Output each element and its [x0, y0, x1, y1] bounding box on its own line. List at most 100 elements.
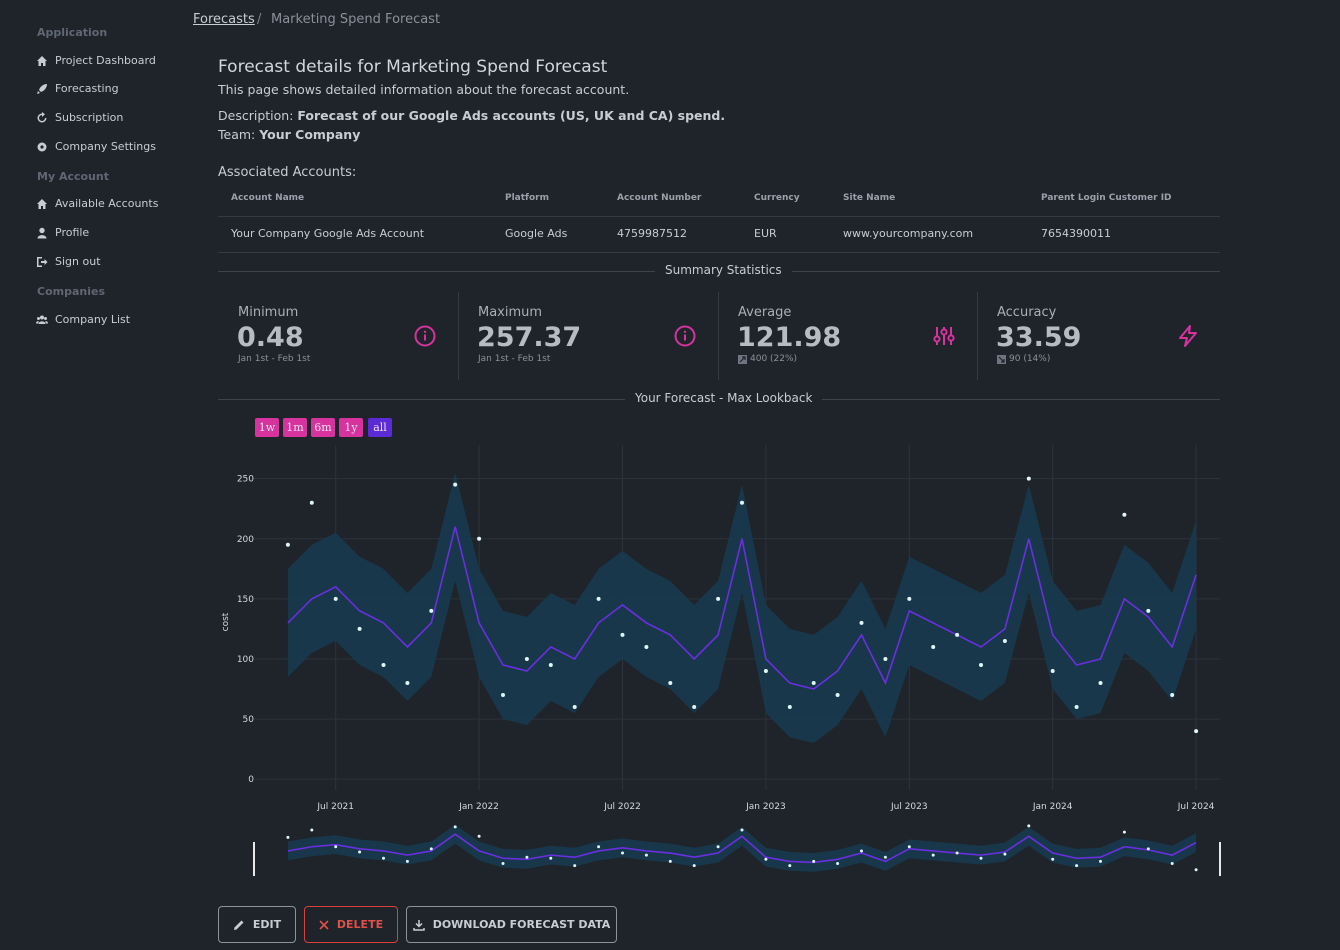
- description-label: Description:: [218, 108, 294, 123]
- actual-point: [1002, 638, 1007, 643]
- nav-text[interactable]: Subscription: [55, 111, 124, 124]
- info-icon: [674, 325, 696, 347]
- range-handle: [253, 842, 255, 876]
- download-icon: [412, 919, 425, 931]
- nav-text[interactable]: Project Dashboard: [55, 54, 156, 67]
- x-tick-label: Jan 2023: [745, 802, 786, 812]
- breadcrumb-separator: /: [257, 12, 262, 27]
- nav-item[interactable]: Company Settings: [36, 140, 156, 153]
- x-tick-label: Jul 2021: [316, 802, 354, 812]
- forecast-line: [287, 526, 1197, 690]
- download-button[interactable]: DOWNLOAD FORECAST DATA: [406, 906, 617, 943]
- nav-item[interactable]: Subscription: [36, 111, 123, 124]
- actual-point: [1122, 830, 1126, 834]
- nav-text[interactable]: Company Settings: [55, 140, 156, 153]
- stat-label: Minimum: [238, 305, 299, 320]
- actual-point: [740, 500, 744, 505]
- nav-item[interactable]: Sign out: [36, 255, 101, 268]
- actual-point: [1194, 729, 1199, 734]
- range-button[interactable]: 1m: [283, 418, 307, 437]
- actual-point: [357, 626, 362, 631]
- y-tick-label: 50: [243, 715, 255, 725]
- range-button[interactable]: 1y: [339, 418, 363, 437]
- sliders-icon: [933, 327, 955, 345]
- actual-point: [501, 861, 505, 865]
- forecast-line: [287, 833, 1197, 864]
- nav-text[interactable]: Profile: [55, 226, 90, 239]
- nav-item[interactable]: Project Dashboard: [36, 54, 156, 67]
- actual-point: [931, 853, 935, 857]
- card-divider: [458, 292, 459, 380]
- actual-point: [716, 596, 721, 601]
- actual-point: [333, 596, 338, 601]
- actual-point: [883, 656, 888, 661]
- actual-point: [1098, 681, 1103, 686]
- actual-point: [644, 853, 648, 857]
- actual-point: [573, 864, 577, 868]
- breadcrumb-current: Marketing Spend Forecast: [271, 12, 441, 27]
- range-button[interactable]: 6m: [311, 418, 335, 437]
- table-cell: www.yourcompany.com: [843, 227, 974, 240]
- delete-button[interactable]: DELETE: [304, 906, 398, 943]
- actual-point: [644, 644, 649, 649]
- button-text[interactable]: DELETE: [336, 918, 384, 931]
- actual-point: [1146, 847, 1150, 851]
- x-tick-label: Jul 2022: [603, 802, 641, 812]
- stat-label: Maximum: [478, 305, 543, 320]
- actual-point: [1170, 861, 1174, 865]
- stat-note-text: 400 (22%): [750, 354, 798, 364]
- y-axis-label: cost: [221, 612, 231, 631]
- table-header: Currency: [754, 193, 800, 203]
- table-cell: 4759987512: [617, 227, 687, 240]
- actual-point: [811, 681, 816, 686]
- actual-point: [883, 855, 887, 859]
- nav-text[interactable]: Forecasting: [55, 82, 119, 95]
- actual-point: [692, 864, 696, 868]
- range-button[interactable]: 1w: [255, 418, 279, 437]
- range-button[interactable]: all: [368, 418, 392, 437]
- table-header: Site Name: [843, 193, 896, 203]
- actual-point: [787, 705, 792, 710]
- button-text[interactable]: EDIT: [252, 918, 282, 931]
- team: Team: Your Company: [218, 127, 360, 142]
- actual-point: [835, 693, 840, 698]
- nav-item[interactable]: Company List: [36, 313, 130, 326]
- actual-point: [405, 859, 409, 863]
- nav-text[interactable]: Company List: [55, 313, 131, 326]
- section-title: Summary Statistics: [655, 263, 792, 277]
- edit-button[interactable]: EDIT: [218, 906, 296, 943]
- table-header: Parent Login Customer ID: [1041, 193, 1172, 203]
- delete-icon: [319, 919, 329, 930]
- card-divider: [718, 292, 719, 380]
- actual-point: [525, 855, 529, 859]
- nav-section: Application: [37, 26, 108, 39]
- actual-point: [286, 835, 290, 839]
- actual-point: [620, 632, 625, 637]
- button-text[interactable]: DOWNLOAD FORECAST DATA: [432, 918, 611, 931]
- actual-point: [597, 845, 601, 849]
- y-tick-label: 200: [237, 535, 254, 545]
- stat-note: 90 (14%): [997, 354, 1050, 364]
- actual-point: [524, 656, 529, 661]
- nav-section: Companies: [37, 285, 105, 298]
- nav-text[interactable]: Sign out: [55, 255, 101, 268]
- actual-point: [1194, 868, 1198, 872]
- table-header: Platform: [505, 193, 549, 203]
- stat-note-text: 90 (14%): [1009, 354, 1051, 364]
- nav-item[interactable]: Profile: [36, 226, 89, 239]
- breadcrumb-link[interactable]: Forecasts: [193, 12, 255, 27]
- nav-text[interactable]: Available Accounts: [55, 197, 159, 210]
- actual-point: [548, 662, 553, 667]
- actual-point: [763, 668, 768, 673]
- nav-item[interactable]: Forecasting: [36, 82, 119, 95]
- trend-down-icon: [997, 354, 1006, 364]
- nav-item[interactable]: Available Accounts: [36, 197, 158, 210]
- actual-point: [429, 608, 434, 613]
- y-tick-label: 100: [237, 655, 254, 665]
- confidence-band: [287, 472, 1197, 744]
- actual-point: [453, 825, 457, 829]
- actual-point: [621, 851, 624, 855]
- description: Description: Forecast of our Google Ads …: [218, 108, 725, 123]
- actual-point: [1050, 668, 1055, 673]
